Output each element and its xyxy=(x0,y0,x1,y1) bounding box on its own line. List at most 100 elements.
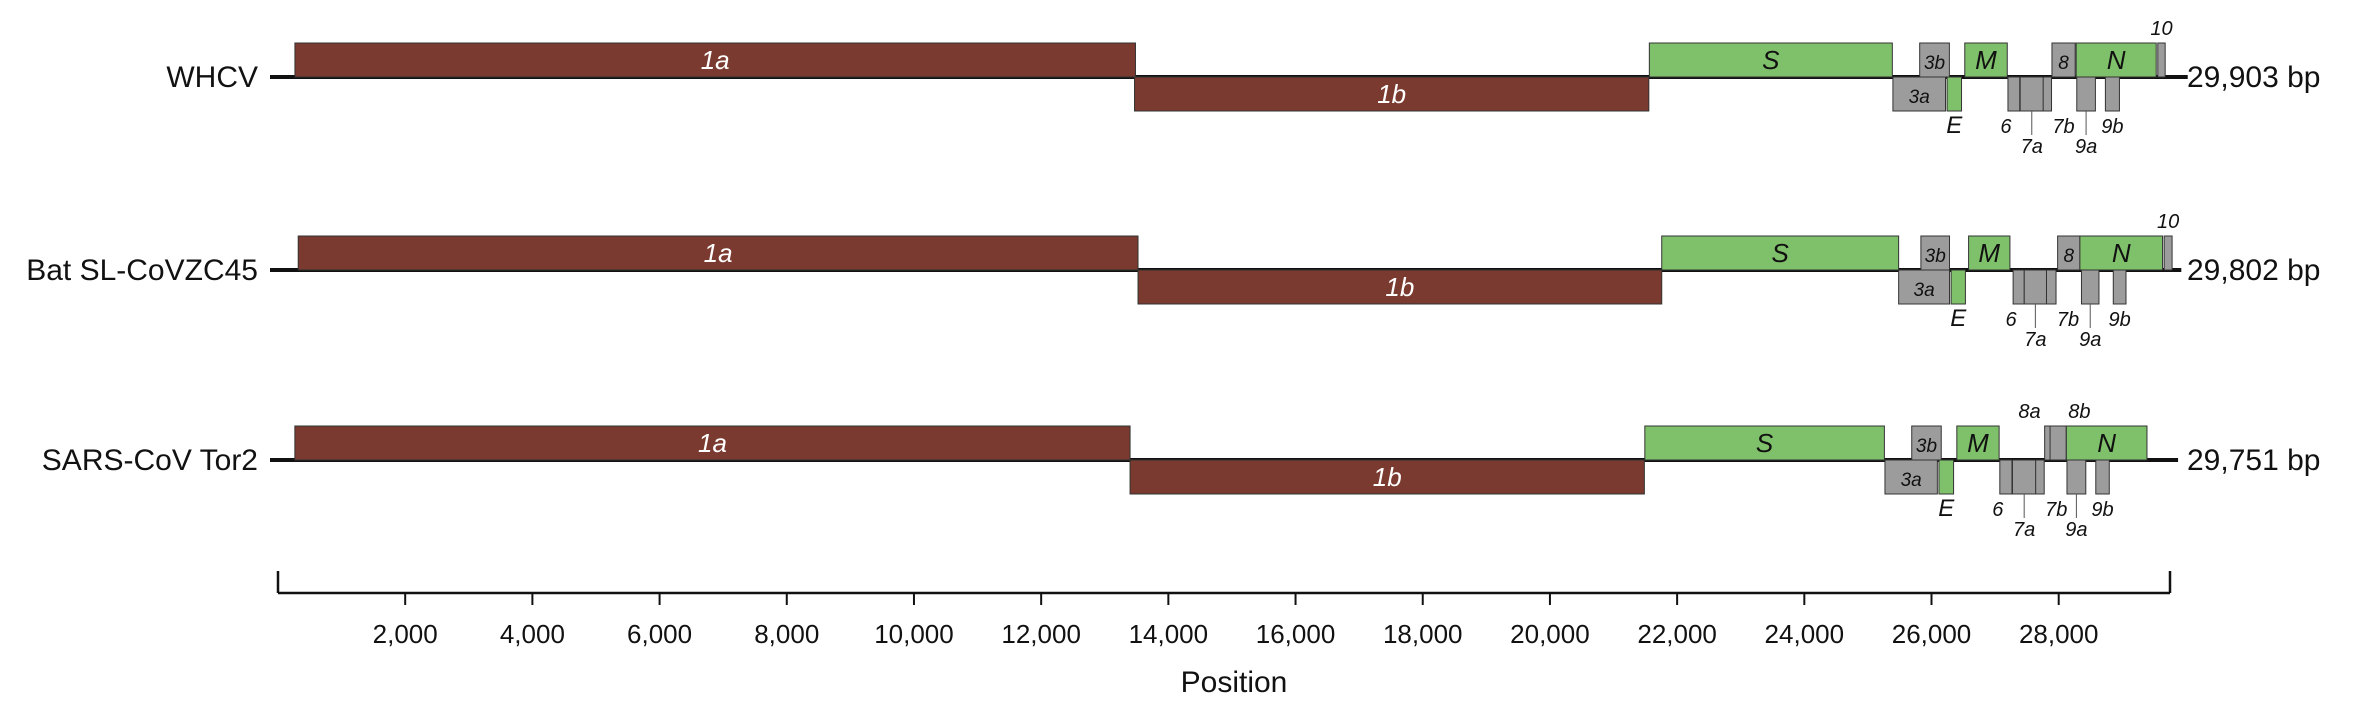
axis-tick-label: 4,000 xyxy=(500,619,565,649)
gene-label-9b: 9b xyxy=(2101,116,2123,138)
gene-box-1b xyxy=(1129,459,1645,495)
gene-s: S xyxy=(1661,235,1900,271)
gene-label-n: N xyxy=(2107,45,2126,75)
gene-label-8: 8 xyxy=(2058,53,2069,74)
gene-m: M xyxy=(1964,42,2008,78)
gene-box-6 xyxy=(2007,76,2021,112)
gene-label-3a: 3a xyxy=(1909,87,1930,108)
gene-s: S xyxy=(1648,42,1893,78)
genome-name: WHCV xyxy=(166,61,258,94)
gene-9a: 9a xyxy=(2065,459,2088,541)
gene-7a: 7a xyxy=(2019,76,2044,158)
gene-box-n xyxy=(2075,42,2157,78)
gene-box-1b xyxy=(1134,76,1650,112)
gene-9a: 9a xyxy=(2075,76,2097,158)
gene-label-8a: 8a xyxy=(2018,401,2040,423)
gene-label-m: M xyxy=(1978,238,2000,268)
gene-e: E xyxy=(1938,459,1955,522)
gene-label-9a: 9a xyxy=(2065,519,2087,541)
gene-label-1a: 1a xyxy=(698,428,727,458)
gene-label-7a: 7a xyxy=(2021,136,2043,158)
gene-label-10: 10 xyxy=(2157,211,2179,233)
gene-box-8 xyxy=(2051,42,2076,78)
gene-label-e: E xyxy=(1938,495,1955,522)
gene-label-3a: 3a xyxy=(1901,470,1922,491)
gene-10: 10 xyxy=(2150,18,2173,78)
gene-label-e: E xyxy=(1946,112,1963,139)
gene-label-s: S xyxy=(1756,428,1774,458)
gene-box-1a xyxy=(297,235,1139,271)
gene-label-9a: 9a xyxy=(2075,136,2097,158)
gene-7b: 7b xyxy=(2045,269,2079,331)
gene-7b: 7b xyxy=(2035,459,2067,521)
axis-tick-label: 26,000 xyxy=(1892,619,1972,649)
gene-label-9b: 9b xyxy=(2109,309,2131,331)
axis-tick-label: 14,000 xyxy=(1129,619,1209,649)
axis-title: Position xyxy=(1181,666,1288,699)
gene-label-7b: 7b xyxy=(2057,309,2079,331)
gene-box-3a xyxy=(1898,269,1951,305)
gene-s: S xyxy=(1644,425,1885,461)
gene-box-3a xyxy=(1892,76,1947,112)
gene-box-6 xyxy=(1999,459,2013,495)
gene-box-n xyxy=(2079,235,2164,271)
gene-9b: 9b xyxy=(2091,459,2114,521)
gene-1a: 1a xyxy=(294,42,1136,78)
gene-label-6: 6 xyxy=(1992,499,2004,521)
gene-1a: 1a xyxy=(294,425,1131,461)
axis-tick-label: 2,000 xyxy=(373,619,438,649)
gene-label-e: E xyxy=(1950,305,1967,332)
axis-tick-label: 20,000 xyxy=(1510,619,1590,649)
gene-box-6 xyxy=(2012,269,2025,305)
gene-label-7a: 7a xyxy=(2013,519,2035,541)
axis-tick-label: 8,000 xyxy=(754,619,819,649)
gene-box-m xyxy=(1968,235,2011,271)
axis-tick-label: 10,000 xyxy=(874,619,954,649)
gene-9b: 9b xyxy=(2101,76,2124,138)
gene-label-s: S xyxy=(1772,238,1790,268)
gene-box-1a xyxy=(294,42,1136,78)
gene-1b: 1b xyxy=(1129,459,1645,495)
gene-label-m: M xyxy=(1967,428,1989,458)
genome-name: SARS-CoV Tor2 xyxy=(42,444,258,477)
gene-3b: 3b xyxy=(1911,425,1942,461)
axis-tick-label: 16,000 xyxy=(1256,619,1336,649)
gene-label-8: 8 xyxy=(2063,246,2074,267)
gene-label-3a: 3a xyxy=(1914,280,1935,301)
gene-7a: 7a xyxy=(2023,269,2047,351)
axis-tick-label: 12,000 xyxy=(1001,619,1081,649)
gene-1b: 1b xyxy=(1134,76,1650,112)
gene-8: 8 xyxy=(2051,42,2076,78)
gene-label-s: S xyxy=(1762,45,1780,75)
gene-label-7b: 7b xyxy=(2045,499,2067,521)
axis-tick-label: 24,000 xyxy=(1765,619,1845,649)
gene-label-9b: 9b xyxy=(2091,499,2113,521)
gene-6: 6 xyxy=(1992,459,2013,521)
gene-label-7a: 7a xyxy=(2024,329,2046,351)
gene-box-e xyxy=(1946,76,1963,112)
gene-label-9a: 9a xyxy=(2079,329,2101,351)
axis-tick-label: 28,000 xyxy=(2019,619,2099,649)
gene-box-7b xyxy=(2042,76,2053,112)
gene-box-1a xyxy=(294,425,1131,461)
genome-length-label: 29,903 bp xyxy=(2187,61,2320,94)
gene-n: N xyxy=(2079,235,2164,271)
gene-label-1b: 1b xyxy=(1373,462,1402,492)
gene-n: N xyxy=(2065,425,2148,461)
gene-7b: 7b xyxy=(2042,76,2075,138)
gene-box-s xyxy=(1648,42,1893,78)
gene-8b: 8b xyxy=(2049,401,2090,461)
genome-length-label: 29,802 bp xyxy=(2187,254,2320,287)
gene-box-3b xyxy=(1911,425,1942,461)
gene-e: E xyxy=(1946,76,1963,139)
gene-label-1a: 1a xyxy=(704,238,733,268)
gene-label-3b: 3b xyxy=(1925,246,1946,267)
gene-box-9a xyxy=(2080,269,2100,305)
gene-label-m: M xyxy=(1975,45,1997,75)
gene-label-6: 6 xyxy=(2000,116,2012,138)
gene-3b: 3b xyxy=(1919,42,1950,78)
